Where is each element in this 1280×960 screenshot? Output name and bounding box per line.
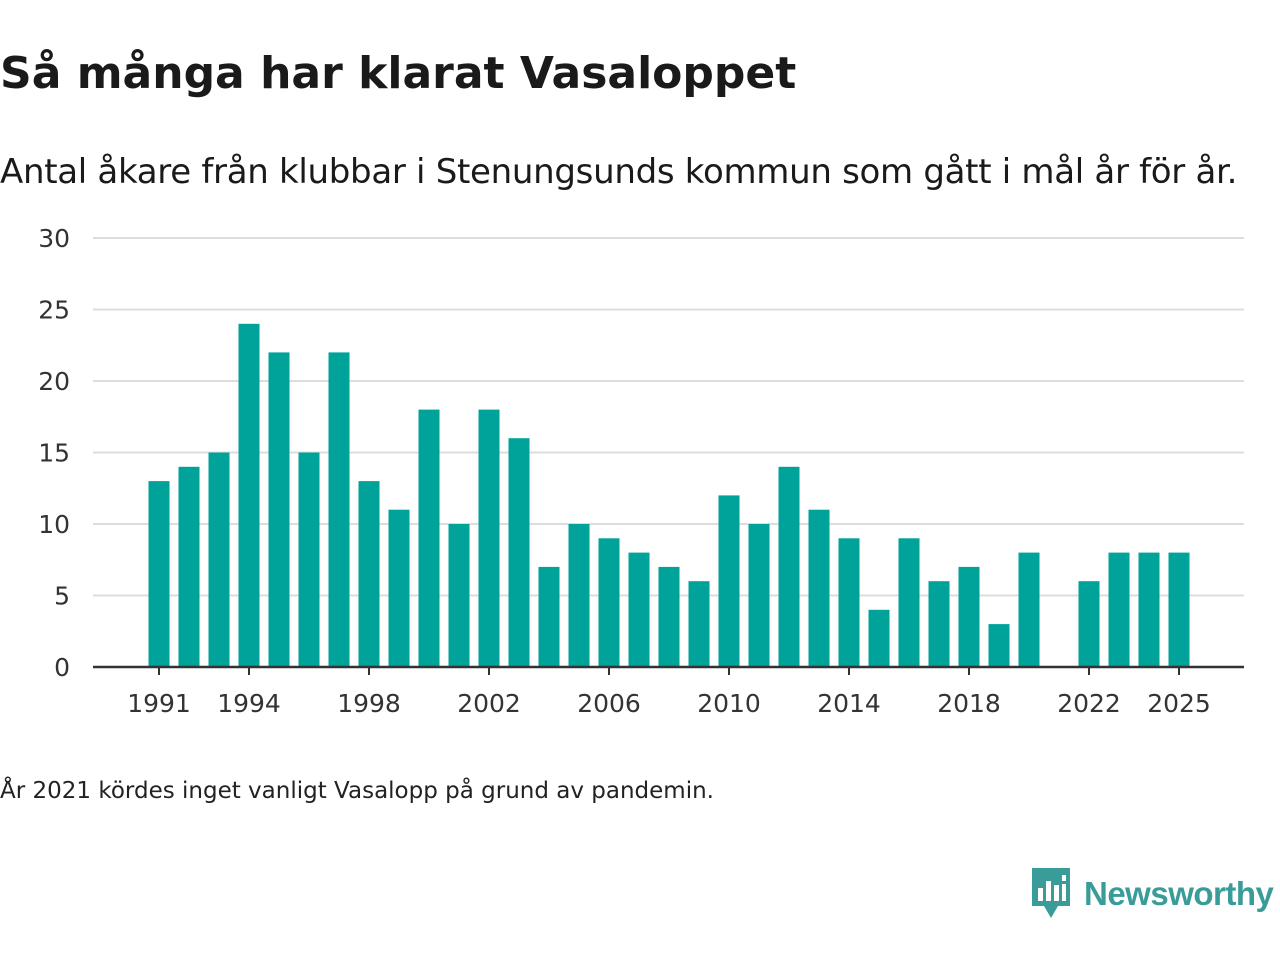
y-tick-label: 5 bbox=[54, 582, 70, 611]
bar-2012 bbox=[778, 466, 800, 667]
bar-1992 bbox=[178, 466, 200, 667]
bar-1998 bbox=[358, 481, 380, 667]
chart-title: Så många har klarat Vasaloppet bbox=[0, 48, 797, 99]
bar-1995 bbox=[268, 352, 290, 667]
bar-2005 bbox=[568, 524, 590, 667]
bar-1994 bbox=[238, 323, 260, 667]
bar-2015 bbox=[868, 609, 890, 667]
newsworthy-logo-icon bbox=[1032, 868, 1070, 918]
y-tick-label: 0 bbox=[54, 653, 70, 682]
bar-1993 bbox=[208, 452, 230, 667]
bar-2014 bbox=[838, 538, 860, 667]
bar-1997 bbox=[328, 352, 350, 667]
bar-2018 bbox=[958, 566, 980, 667]
x-tick-label: 2010 bbox=[697, 689, 761, 718]
bar-2023 bbox=[1108, 552, 1130, 667]
bar-2009 bbox=[688, 581, 710, 667]
bar-2020 bbox=[1018, 552, 1040, 667]
x-tick-label: 1991 bbox=[127, 689, 191, 718]
bar-2004 bbox=[538, 566, 560, 667]
bar-2013 bbox=[808, 509, 830, 667]
x-tick-label: 2022 bbox=[1057, 689, 1121, 718]
y-tick-label: 25 bbox=[38, 296, 70, 325]
bar-2024 bbox=[1138, 552, 1160, 667]
brand-name: Newsworthy bbox=[1084, 875, 1274, 912]
bar-2007 bbox=[628, 552, 650, 667]
bar-2025 bbox=[1168, 552, 1190, 667]
y-tick-label: 30 bbox=[38, 224, 70, 253]
x-axis-ticks: 1991 1994 1998 2002 2006 2010 2014 2018 2022 2025 bbox=[127, 667, 1211, 718]
bar-2022 bbox=[1078, 581, 1100, 667]
bar-1991 bbox=[148, 481, 170, 667]
brand-logo: Newsworthy bbox=[1032, 868, 1274, 920]
chart-subtitle: Antal åkare från klubbar i Stenungsunds … bbox=[0, 152, 1238, 192]
x-tick-label: 2018 bbox=[937, 689, 1001, 718]
bar-2011 bbox=[748, 524, 770, 667]
bar-2006 bbox=[598, 538, 620, 667]
y-tick-label: 20 bbox=[38, 367, 70, 396]
bar-2017 bbox=[928, 581, 950, 667]
bar-1996 bbox=[298, 452, 320, 667]
x-tick-label: 1994 bbox=[217, 689, 281, 718]
bar-2008 bbox=[658, 566, 680, 667]
y-tick-label: 15 bbox=[38, 439, 70, 468]
x-tick-label: 2025 bbox=[1147, 689, 1211, 718]
bar-2000 bbox=[418, 409, 440, 667]
bar-2019 bbox=[988, 624, 1010, 667]
x-tick-label: 2014 bbox=[817, 689, 881, 718]
y-axis-ticks: 0 5 10 15 20 25 30 bbox=[38, 224, 70, 682]
bar-2010 bbox=[718, 495, 740, 667]
y-tick-label: 10 bbox=[38, 510, 70, 539]
bar-2016 bbox=[898, 538, 920, 667]
x-tick-label: 2002 bbox=[457, 689, 521, 718]
bar-2001 bbox=[448, 524, 470, 667]
bar-2002 bbox=[478, 409, 500, 667]
bar-2003 bbox=[508, 438, 530, 667]
x-tick-label: 2006 bbox=[577, 689, 641, 718]
bars bbox=[148, 323, 1190, 667]
gridlines bbox=[93, 237, 1244, 597]
bar-1999 bbox=[388, 509, 410, 667]
footnote: År 2021 kördes inget vanligt Vasalopp på… bbox=[0, 778, 714, 804]
x-tick-label: 1998 bbox=[337, 689, 401, 718]
